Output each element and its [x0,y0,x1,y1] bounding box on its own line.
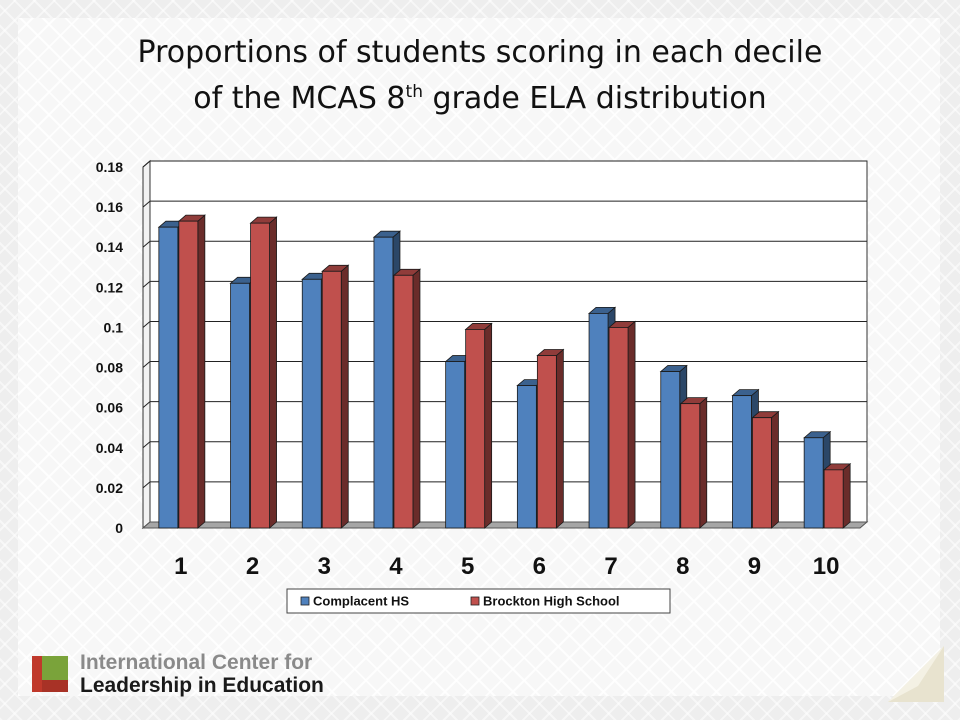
y-tick-label: 0.1 [104,319,124,335]
bar-side [627,320,636,529]
x-tick-label: 1 [174,553,187,580]
bar-front [588,313,609,529]
y-tick-label: 0 [115,520,123,536]
y-tick-label: 0.16 [96,199,123,215]
y-tick-label: 0.06 [96,400,123,416]
bar-brockton-hs-4 [392,268,422,529]
bar-side [484,322,493,529]
bar-front [516,385,537,529]
bar-side [340,264,349,529]
bar-front [373,236,394,529]
bar-front [660,371,681,529]
icle-logo-icon [32,656,68,692]
legend-label-2: Brockton High School [483,594,620,609]
x-tick-label: 7 [604,553,617,580]
legend-swatch-1 [300,596,310,606]
legend-label-1: Complacent HS [313,594,409,609]
gridline-side [142,321,151,328]
bar-front [752,417,772,529]
bar-brockton-hs-6 [536,348,565,529]
bar-brockton-hs-8 [679,396,708,529]
logo-line-2: Leadership in Education [80,674,324,697]
bar-front [465,329,486,529]
bar-front [230,282,250,529]
y-tick-label: 0.12 [96,279,123,295]
bar-brockton-hs-3 [321,264,350,529]
page-curl-decoration [888,646,944,702]
bar-front [301,278,322,529]
x-tick-label: 4 [389,553,403,580]
gridline-side [142,160,151,168]
legend-swatch-2 [470,596,480,606]
bar-side [842,462,851,529]
bar-brockton-hs-10 [823,462,852,529]
x-tick-label: 2 [246,553,259,580]
bar-front [536,355,557,529]
gridline-side [142,401,151,409]
bar-front [732,395,752,529]
title-line-2-suffix: grade ELA distribution [422,81,767,116]
gridline-side [142,200,151,208]
bar-brockton-hs-9 [751,410,780,529]
x-tick-label: 3 [318,553,331,580]
bar-front [823,469,844,529]
bar-front [445,361,466,529]
bar-front [250,222,270,529]
gridline-side [142,240,151,248]
x-tick-label: 6 [533,553,546,580]
bar-brockton-hs-7 [607,320,637,529]
slide-title: Proportions of students scoring in each … [0,30,960,122]
bar-side [555,348,564,529]
bar-front [680,403,701,529]
title-line-2: of the MCAS 8th grade ELA distribution [0,76,960,122]
bar-front [803,437,824,529]
bar-side [412,268,421,529]
x-tick-label: 9 [748,553,761,580]
y-tick-label: 0.08 [96,360,123,376]
logo-text: International Center for Leadership in E… [80,651,324,697]
y-tick-label: 0.02 [96,480,123,496]
logo-line-1: International Center for [80,651,313,674]
bar-side [197,214,206,529]
bar-side [269,216,277,529]
x-tick-label: 5 [461,553,474,580]
gridline-side [142,481,151,489]
bar-front [178,220,199,529]
bar-side [699,396,708,529]
bar-front [158,226,179,529]
gridline-side [142,280,151,288]
bar-brockton-hs-2 [249,216,278,529]
gridline-side [142,361,151,368]
bar-brockton-hs-1 [177,214,206,529]
plot-side-wall [142,159,151,530]
bar-side [771,410,779,529]
bar-front [321,270,342,529]
title-superscript: th [405,82,423,102]
x-tick-label: 10 [813,553,840,580]
y-tick-label: 0.04 [96,440,123,456]
y-tick-label: 0.18 [96,159,123,175]
gridline-side [142,441,151,449]
bar-front [393,274,414,529]
x-tick-label: 8 [676,553,689,580]
bar-front [608,327,629,529]
bar-brockton-hs-5 [464,322,493,529]
y-tick-label: 0.14 [96,239,123,255]
title-line-2-prefix: of the MCAS 8 [193,81,406,116]
title-line-1: Proportions of students scoring in each … [137,35,823,70]
